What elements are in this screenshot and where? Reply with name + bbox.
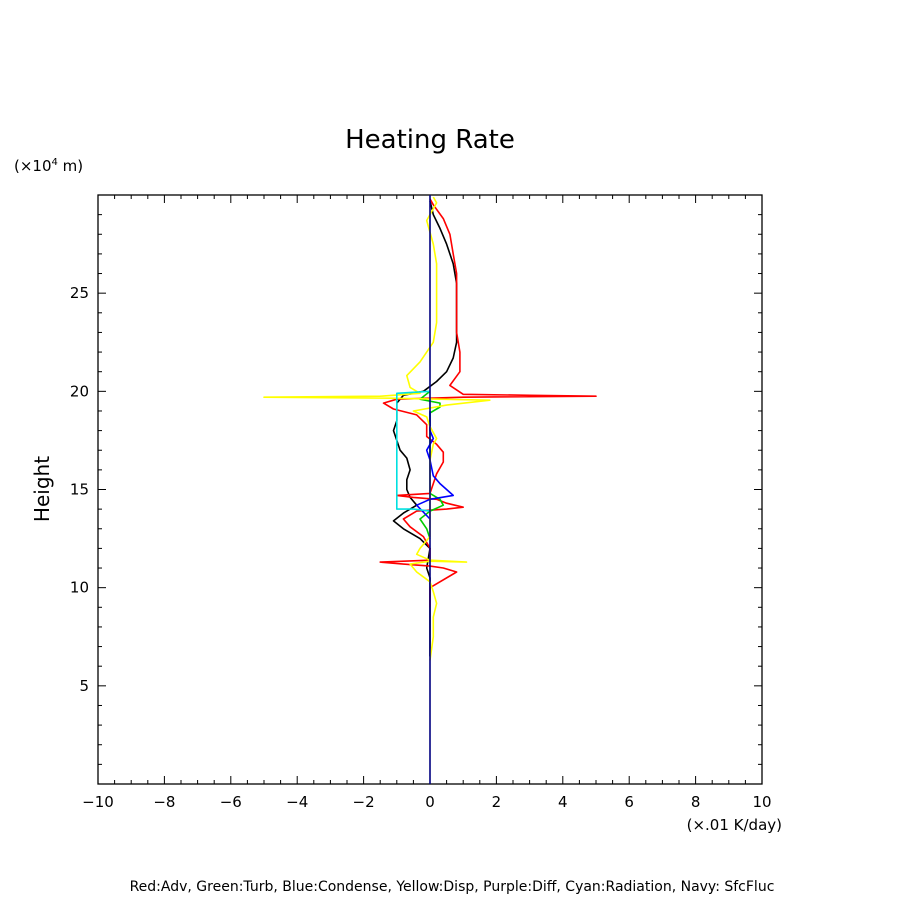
y-unit-prefix: (×10 bbox=[14, 157, 52, 175]
x-tick-label: 8 bbox=[691, 793, 701, 811]
y-tick-label: 15 bbox=[70, 481, 89, 499]
series-line-6 bbox=[395, 390, 431, 512]
y-unit-label: (×104 m) bbox=[14, 157, 83, 175]
y-axis-label: Height bbox=[30, 456, 54, 522]
y-unit-exponent: 4 bbox=[52, 157, 58, 168]
series-line-4 bbox=[415, 411, 455, 520]
x-tick-label: 10 bbox=[752, 793, 771, 811]
y-tick-label: 20 bbox=[70, 382, 89, 400]
x-tick-label: −2 bbox=[353, 793, 375, 811]
y-tick-label: 5 bbox=[79, 677, 89, 695]
y-tick-label: 25 bbox=[70, 284, 89, 302]
series-line-3 bbox=[419, 390, 445, 539]
series-line-5 bbox=[263, 196, 491, 661]
x-tick-label: −6 bbox=[220, 793, 242, 811]
series-line-2 bbox=[379, 198, 597, 608]
x-tick-label: 0 bbox=[425, 793, 435, 811]
x-tick-label: −4 bbox=[286, 793, 308, 811]
legend-text: Red:Adv, Green:Turb, Blue:Condense, Yell… bbox=[130, 879, 775, 895]
plot-area: −10 −8 −6 −4 −2 0 2 4 6 8 10 5 10 15 20 25 bbox=[70, 194, 772, 811]
x-unit-label: (×.01 K/day) bbox=[687, 816, 782, 834]
y-tick-label: 10 bbox=[70, 579, 89, 597]
x-tick-label: 2 bbox=[492, 793, 502, 811]
y-unit-suffix: m) bbox=[58, 157, 83, 175]
series-line-1 bbox=[392, 200, 458, 657]
chart-title: Heating Rate bbox=[345, 125, 515, 155]
x-tick-label: −8 bbox=[153, 793, 175, 811]
x-tick-label: 6 bbox=[624, 793, 634, 811]
x-tick-label: −10 bbox=[82, 793, 114, 811]
x-tick-label: 4 bbox=[558, 793, 568, 811]
